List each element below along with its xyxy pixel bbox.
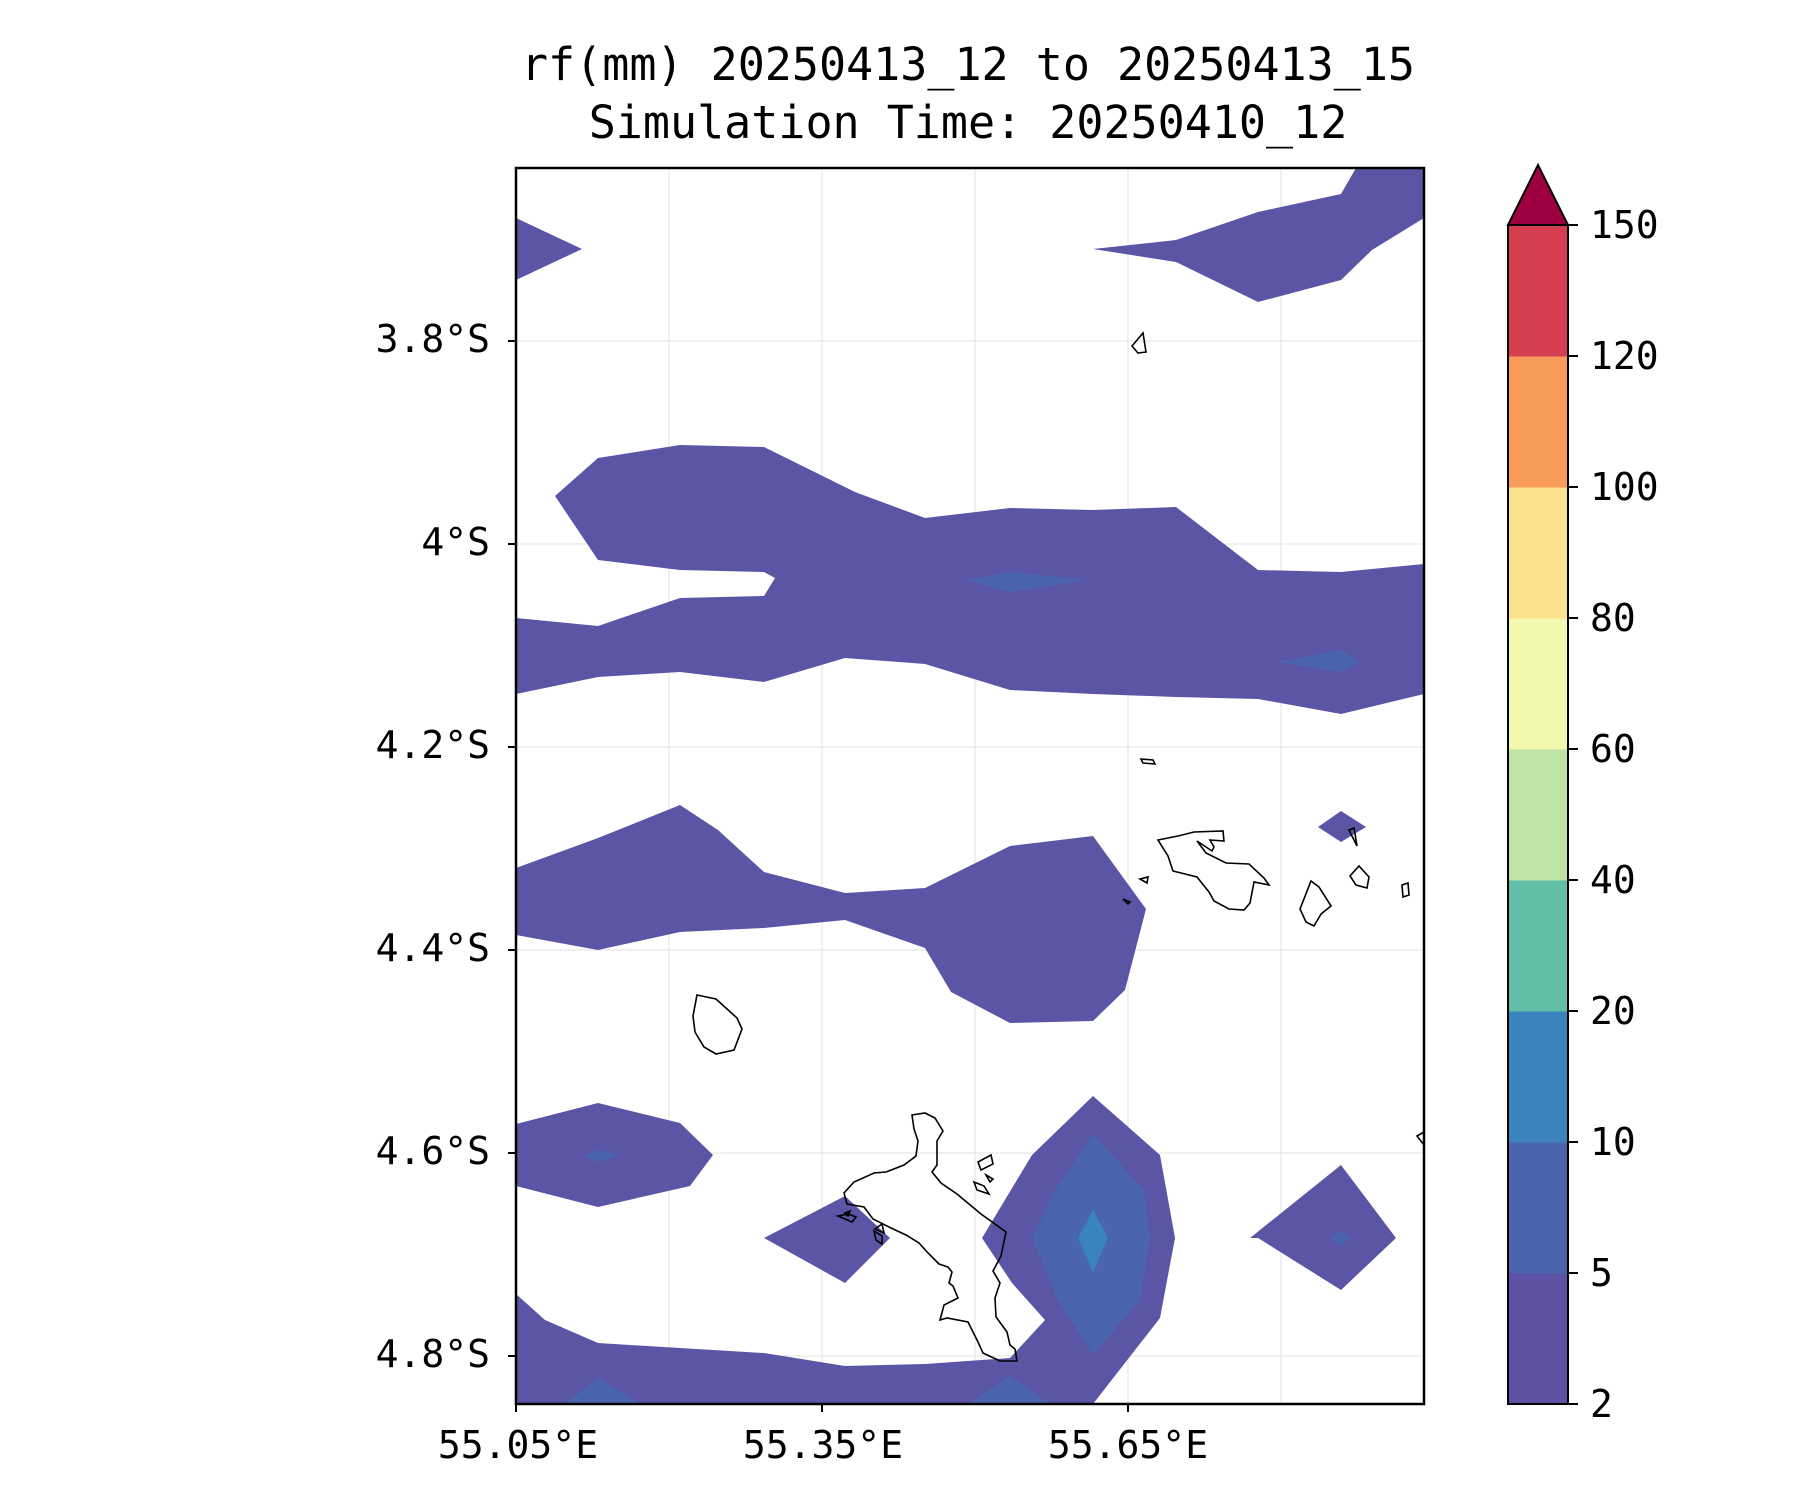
y-tick-label: 4.4°S xyxy=(376,926,490,970)
colorbar-tick-label: 40 xyxy=(1590,858,1636,902)
island-outline xyxy=(692,994,743,1055)
island-outline xyxy=(1137,875,1149,885)
y-tick-label: 4.6°S xyxy=(376,1129,490,1173)
island-outline xyxy=(1348,864,1370,890)
island-outline xyxy=(835,1213,858,1223)
rain-region xyxy=(1278,650,1360,672)
x-tick-label: 55.35°E xyxy=(743,1423,903,1467)
chart-subtitle: Simulation Time: 20250410_12 xyxy=(589,96,1348,149)
island-outline xyxy=(1299,879,1333,928)
island-outline xyxy=(1130,331,1147,354)
island-outline xyxy=(1415,1131,1425,1146)
y-tick-label: 3.8°S xyxy=(376,317,490,361)
island-outline xyxy=(983,1172,995,1184)
island-outline xyxy=(872,1229,883,1246)
island-outline xyxy=(972,1180,991,1196)
colorbar-segment xyxy=(1508,618,1568,750)
y-tick-label: 4.8°S xyxy=(376,1332,490,1376)
island-outline xyxy=(843,1112,1018,1362)
colorbar-segment xyxy=(1508,225,1568,357)
island-outline xyxy=(1122,898,1132,906)
colorbar-tick-label: 60 xyxy=(1590,727,1636,771)
island-outline xyxy=(1401,881,1410,899)
colorbar-segment xyxy=(1508,1142,1568,1274)
island-outline xyxy=(873,1222,886,1235)
rain-region xyxy=(968,1376,1050,1404)
rain-region xyxy=(1330,1230,1350,1246)
island-outline xyxy=(977,1153,994,1172)
rainfall-contours xyxy=(516,168,1424,1404)
colorbar-segment xyxy=(1508,880,1568,1012)
rain-region xyxy=(764,1196,890,1283)
colorbar-tick-label: 2 xyxy=(1590,1382,1613,1426)
colorbar-frame xyxy=(1507,224,1569,1405)
x-tick-label: 55.05°E xyxy=(438,1423,598,1467)
rain-region xyxy=(1093,168,1424,302)
colorbar-tick-label: 20 xyxy=(1590,989,1636,1033)
gridlines xyxy=(516,168,1424,1404)
map-background xyxy=(516,168,1424,1404)
map-frame xyxy=(514,166,1426,1406)
colorbar-segment xyxy=(1508,487,1568,619)
rain-region xyxy=(1078,1210,1108,1272)
x-tick-label: 55.65°E xyxy=(1048,1423,1208,1467)
colorbar-segment xyxy=(1508,356,1568,488)
colorbar-tick-label: 80 xyxy=(1590,596,1636,640)
colorbar: 2 5 10 20 40 60 80 100 120 150 xyxy=(1506,162,1659,1426)
axis-ticks xyxy=(508,340,1129,1412)
colorbar-extend-arrow xyxy=(1506,162,1570,226)
rain-region xyxy=(1250,1165,1396,1290)
colorbar-segment xyxy=(1508,749,1568,881)
rain-region xyxy=(1318,811,1366,842)
coastlines xyxy=(692,331,1425,1362)
chart-title: rf(mm) 20250413_12 to 20250413_15 xyxy=(521,38,1415,91)
rain-region xyxy=(516,805,1146,1023)
colorbar-tick-label: 150 xyxy=(1590,203,1659,247)
y-tick-label: 4.2°S xyxy=(376,723,490,767)
island-outline xyxy=(843,1209,852,1218)
rain-region xyxy=(516,218,582,280)
island-outline xyxy=(1156,830,1271,911)
rain-region xyxy=(966,572,1088,592)
rain-region xyxy=(565,1378,640,1404)
rain-region xyxy=(584,1150,620,1162)
colorbar-tick-label: 10 xyxy=(1590,1120,1636,1164)
colorbar-tick-label: 5 xyxy=(1590,1251,1613,1295)
colorbar-segment xyxy=(1508,1011,1568,1143)
colorbar-tick-label: 100 xyxy=(1590,465,1659,509)
y-tick-label: 4°S xyxy=(421,520,490,564)
island-outline xyxy=(1139,758,1157,765)
colorbar-segment xyxy=(1508,1273,1568,1405)
colorbar-tick-label: 120 xyxy=(1590,334,1659,378)
map-panel: 3.8°S 4°S 4.2°S 4.4°S 4.6°S 4.8°S 55.05°… xyxy=(376,166,1426,1467)
island-outline xyxy=(1347,826,1358,847)
